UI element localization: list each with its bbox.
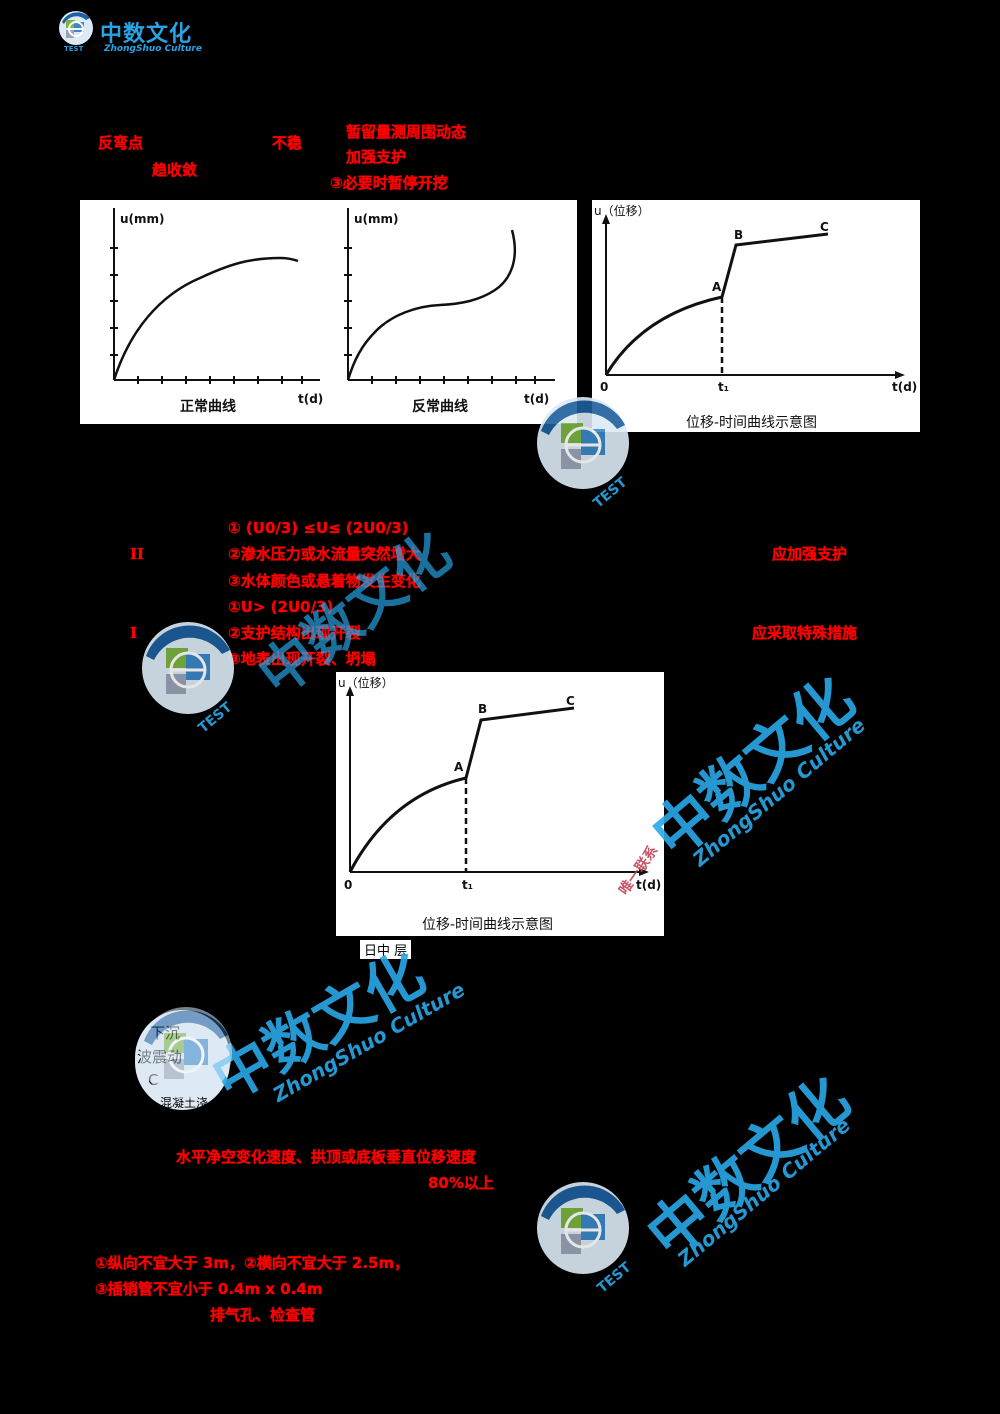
- grade-1-item-1: ①U> (2U0/3): [228, 598, 334, 616]
- dt2-point-c: C: [566, 694, 575, 708]
- header-fragment: 日中 层: [360, 940, 412, 959]
- watermark-brand-cn: 中数文化: [246, 519, 464, 710]
- grade-1-item-3: ③地表出现开裂、坍塌: [228, 650, 376, 668]
- label-stable: 趋收敛: [152, 161, 198, 179]
- displacement-time-chart-1: [602, 214, 905, 379]
- dt1-point-c: C: [820, 220, 829, 234]
- globe-e-logo-icon: TEST: [59, 11, 93, 52]
- label-unstable: 不稳: [272, 134, 303, 152]
- grade-2-level: II: [130, 545, 145, 563]
- dt2-ylabel: u（位移）: [338, 676, 394, 690]
- dt1-origin: 0: [600, 380, 609, 394]
- chart-panel-displacement-time-2: u（位移） A B C 0 t₁ t(d) 位移-时间曲线示意图: [336, 672, 664, 936]
- speed-criteria-line: 水平净空变化速度、拱顶或底板垂直位移速度: [176, 1148, 477, 1166]
- dt2-t1: t₁: [462, 878, 473, 892]
- grade-1-level: I: [130, 624, 138, 642]
- normal-xlabel: t(d): [298, 392, 324, 406]
- grade-2-action: 应加强支护: [772, 545, 848, 563]
- dt1-point-b: B: [734, 228, 744, 242]
- watermark-1: TEST: [535, 395, 735, 515]
- watermark-brand-cn: 中数文化: [639, 663, 868, 872]
- dt1-point-a: A: [712, 280, 722, 294]
- dt1-ylabel: u（位移）: [594, 204, 650, 218]
- abnormal-ylabel: u(mm): [354, 212, 399, 226]
- logo-brand-en: ZhongShuo Culture: [104, 44, 202, 54]
- label-inflection-point: 反弯点: [98, 134, 144, 152]
- grade-1-action: 应采取特殊措施: [752, 624, 858, 642]
- dt2-title: 位移-时间曲线示意图: [422, 917, 554, 933]
- grade-2-item-2: ②渗水压力或水流量突然增大: [228, 545, 421, 563]
- watermark-globe-icon: [537, 1182, 629, 1274]
- dt1-t1: t₁: [718, 380, 729, 394]
- normal-ylabel: u(mm): [120, 212, 165, 226]
- dt1-xlabel: t(d): [892, 380, 918, 394]
- chart-panel-normal-abnormal: u(mm) t(d) 正常曲线 u(mm) t(d) 反常曲线: [80, 200, 577, 424]
- grade-2-item-1: ① (U0/3) ≤U≤ (2U0/3): [228, 519, 409, 537]
- normal-curve-title: 正常曲线: [180, 399, 236, 415]
- svg-text:TEST: TEST: [64, 45, 84, 52]
- dt1-title: 位移-时间曲线示意图: [686, 415, 818, 431]
- abnormal-curve-title: 反常曲线: [412, 399, 468, 415]
- dt2-point-a: A: [454, 760, 464, 774]
- spacing-rule-line-1: ①纵向不宜大于 3m，②横向不宜大于 2.5m，: [95, 1254, 410, 1272]
- dt2-xlabel: t(d): [636, 878, 662, 892]
- fragment-4: 混凝土浇: [160, 1096, 209, 1110]
- watermark-globe-icon: [140, 1007, 232, 1099]
- spacing-rule-line-3: 排气孔、检查管: [210, 1306, 316, 1324]
- watermark-2: 中数文化 TEST: [140, 490, 500, 737]
- watermark-5: 中数文化 ZhongShuo Culture TEST: [535, 1064, 875, 1310]
- dt2-origin: 0: [344, 878, 353, 892]
- abnormal-curve-chart: [344, 208, 555, 384]
- label-action-3: ③必要时暂停开挖: [330, 174, 448, 192]
- logo-brand-cn: 中数文化: [100, 22, 193, 47]
- label-action-2: 加强支护: [346, 148, 407, 166]
- normal-curve-chart: [110, 208, 320, 384]
- spacing-rule-line-2: ③插销管不宜小于 0.4m x 0.4m: [95, 1280, 323, 1298]
- speed-criteria-percent: 80%以上: [428, 1174, 494, 1192]
- watermark-globe-icon: [537, 397, 629, 489]
- label-action-1: 暂留量测周围动态: [346, 123, 467, 141]
- watermark-3: 中数文化 ZhongShuo Culture 唯一联系: [616, 660, 900, 940]
- grade-1-item-2: ②支护结构出现开裂: [228, 624, 361, 642]
- watermark-brand-cn: 中数文化: [634, 1063, 863, 1272]
- watermark-globe-icon: [142, 622, 234, 714]
- header-logo: TEST 中数文化 ZhongShuo Culture: [56, 8, 216, 60]
- dt2-point-b: B: [478, 702, 488, 716]
- watermark-4: 中数文化 ZhongShuo Culture: [200, 939, 500, 1114]
- chart-panel-displacement-time-1: u（位移） A B C 0 t₁ t(d) 位移-时间曲线示意图: [592, 200, 920, 432]
- abnormal-xlabel: t(d): [524, 392, 550, 406]
- displacement-time-chart-2: [346, 686, 649, 876]
- grade-2-item-3: ③水体颜色或悬着物发生变化: [228, 572, 421, 590]
